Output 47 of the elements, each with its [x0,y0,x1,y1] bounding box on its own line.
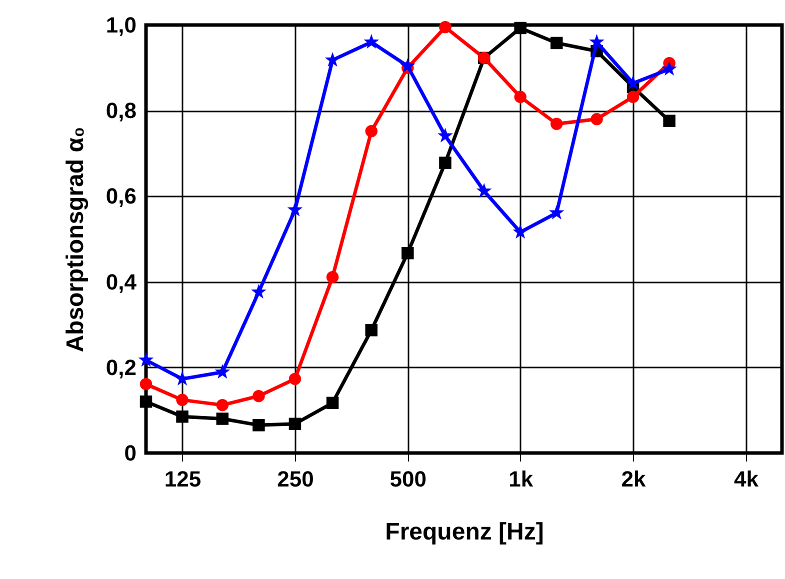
point [176,410,188,423]
point [364,34,380,49]
x-tick-label: 4k [734,466,760,492]
point [476,183,492,198]
point [326,396,339,410]
point [324,52,340,67]
x-tick-label: 1k [508,466,534,492]
point [174,370,190,386]
point [365,324,378,336]
point [140,378,152,390]
point [176,394,188,406]
x-axis-title: Frequenz [Hz] [385,518,544,546]
y-tick-label: 0 [124,440,136,466]
point [550,118,563,130]
point [288,418,302,430]
x-tick-label: 500 [390,466,427,492]
point [439,21,452,34]
point [514,22,526,34]
point [663,114,676,127]
point [514,90,526,104]
x-tick-label: 250 [277,466,314,492]
point [252,419,265,432]
point [287,202,303,216]
point [140,396,152,408]
point [288,372,302,386]
y-tick-label: 0,6 [106,184,136,209]
x-tick-label: 125 [164,466,202,492]
point [662,61,677,76]
y-axis-title: Absorptionsgrad α₀ [62,126,89,352]
point [548,204,564,220]
point [138,352,154,367]
y-tick-label: 0,2 [106,354,136,380]
point [438,128,453,142]
point [550,36,563,50]
y-tick-label: 0,8 [106,98,136,124]
point [402,247,414,260]
point [400,58,416,73]
point [251,284,266,299]
y-tick-label: 0,4 [106,269,138,294]
point [626,90,640,104]
y-tick-label: 1,0 [106,12,136,38]
point [252,390,265,402]
x-tick-label: 2k [621,466,647,492]
point [326,270,339,284]
point [365,125,378,138]
point [439,156,452,169]
point [512,224,528,239]
